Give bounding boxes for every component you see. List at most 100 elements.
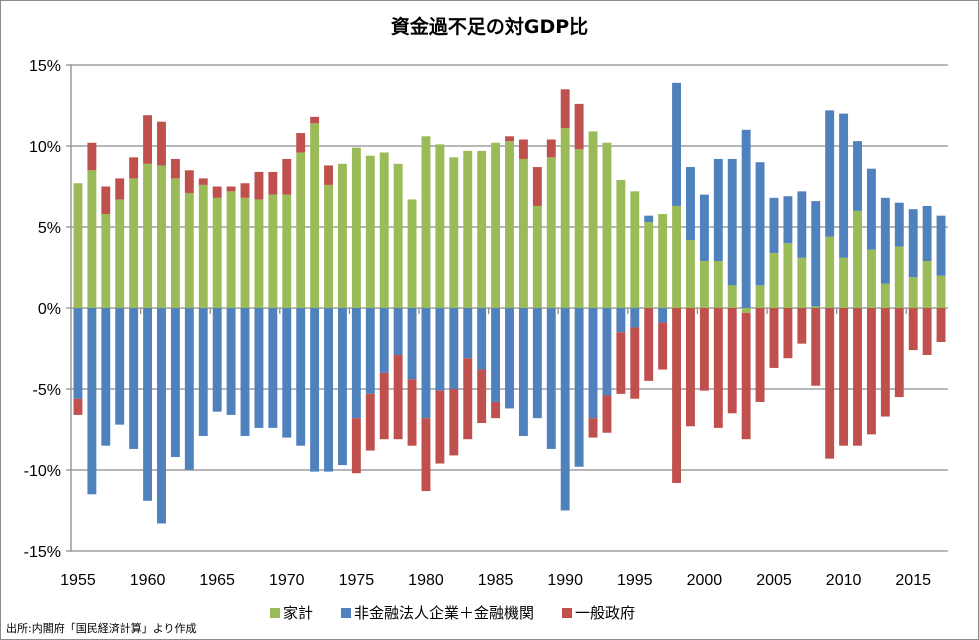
legend-item-corporate: 非金融法人企業＋金融機関 <box>341 602 534 623</box>
bar-segment-2017-s0 <box>936 275 946 308</box>
legend-item-household: 家計 <box>270 602 313 623</box>
bar-segment-2014-s1 <box>894 202 904 247</box>
x-tick-label: 2010 <box>826 572 862 589</box>
bar-segment-2000-s2 <box>699 308 709 391</box>
bar-segment-2005-s0 <box>769 252 779 308</box>
bar-segment-1982-s0 <box>449 157 459 308</box>
bar-segment-1985-s0 <box>491 142 501 308</box>
bar-segment-2008-s0 <box>811 306 821 308</box>
x-tick-label: 1995 <box>617 572 653 589</box>
x-tick-label: 2015 <box>895 572 931 589</box>
bar-segment-1984-s1 <box>477 308 487 370</box>
bar-segment-1990-s2 <box>560 89 570 129</box>
bar-segment-1989-s1 <box>546 308 556 449</box>
bar-segment-2003-s2 <box>741 312 751 440</box>
bar-segment-1955-s0 <box>73 183 83 308</box>
bar-segment-1976-s2 <box>365 393 375 451</box>
bar-segment-1998-s0 <box>672 205 682 308</box>
legend-swatch-corporate <box>341 607 352 618</box>
bar-segment-1961-s2 <box>157 121 166 166</box>
x-tick-label: 1965 <box>199 572 235 589</box>
bar-segment-2001-s1 <box>713 158 723 262</box>
bar-segment-2000-s1 <box>699 194 709 262</box>
bar-segment-2002-s0 <box>727 285 737 308</box>
bar-segment-1982-s2 <box>449 389 459 456</box>
bar-segment-2012-s0 <box>866 249 876 308</box>
bar-segment-1959-s2 <box>129 157 139 179</box>
legend-swatch-government <box>562 607 573 618</box>
y-tick-label: -5% <box>33 382 61 399</box>
bar-segment-1986-s2 <box>505 136 514 142</box>
bar-segment-1987-s0 <box>518 158 528 308</box>
bar-segment-2017-s2 <box>936 308 946 343</box>
y-tick-label: 5% <box>38 220 61 237</box>
bar-segment-1996-s2 <box>644 308 654 381</box>
bar-segment-1969-s2 <box>268 171 278 195</box>
bar-segment-2009-s2 <box>825 308 835 459</box>
bar-segment-1964-s2 <box>198 178 208 185</box>
bar-segment-2004-s1 <box>755 162 765 286</box>
bar-segment-1968-s0 <box>254 199 264 308</box>
bar-segment-1960-s2 <box>143 115 153 164</box>
bar-segment-1995-s1 <box>630 308 640 328</box>
bar-segment-1980-s0 <box>421 136 431 308</box>
bar-segment-2010-s1 <box>839 113 849 258</box>
bar-segment-2002-s1 <box>727 158 737 286</box>
bar-segment-1962-s0 <box>170 178 180 308</box>
bar-segment-1972-s2 <box>310 116 320 124</box>
bar-segment-1978-s1 <box>393 308 403 355</box>
bar-segment-2005-s2 <box>769 308 779 368</box>
bar-segment-2006-s0 <box>783 243 793 308</box>
x-tick-label: 1960 <box>130 572 166 589</box>
bar-segment-1959-s1 <box>129 308 139 449</box>
legend-item-government: 一般政府 <box>562 602 635 623</box>
bar-segment-1989-s2 <box>546 139 556 158</box>
bar-segment-1969-s1 <box>268 308 278 428</box>
bar-segment-1980-s2 <box>421 418 431 492</box>
bar-segment-1967-s2 <box>240 183 250 198</box>
bar-segment-1988-s1 <box>532 308 542 419</box>
bar-segment-1983-s0 <box>463 150 473 308</box>
bar-segment-1975-s0 <box>351 147 361 308</box>
x-tick-label: 1985 <box>478 572 514 589</box>
bar-segment-1958-s0 <box>115 199 125 308</box>
bar-segment-2017-s1 <box>936 215 946 276</box>
bar-segment-2011-s2 <box>853 308 862 446</box>
bar-segment-2003-s1 <box>741 129 751 308</box>
bar-segment-1992-s0 <box>588 131 598 308</box>
bar-segment-1971-s2 <box>296 133 306 153</box>
bar-segment-1967-s1 <box>240 308 250 436</box>
bar-segment-1994-s0 <box>616 180 626 308</box>
bar-segment-1968-s1 <box>254 308 264 428</box>
bar-segment-1963-s2 <box>184 170 194 193</box>
bar-segment-1956-s2 <box>87 142 97 171</box>
bar-segment-1991-s1 <box>574 308 584 467</box>
bar-segment-1973-s0 <box>324 184 333 308</box>
x-tick-label: 2005 <box>756 572 792 589</box>
x-tick-label: 1990 <box>547 572 583 589</box>
bar-segment-1997-s1 <box>658 308 668 323</box>
bar-segment-1987-s1 <box>518 308 528 436</box>
x-tick-label: 1980 <box>408 572 444 589</box>
bar-segment-2008-s2 <box>811 308 821 386</box>
x-tick-label: 1970 <box>269 572 305 589</box>
bar-segment-1992-s1 <box>588 308 598 419</box>
legend-label-household: 家計 <box>283 604 314 622</box>
bar-segment-2015-s2 <box>908 308 918 351</box>
bar-segment-1982-s1 <box>449 308 459 389</box>
bar-segment-1977-s0 <box>379 152 389 308</box>
bar-segment-1967-s0 <box>240 197 250 308</box>
bar-segment-1963-s0 <box>184 192 194 308</box>
bar-segment-1989-s0 <box>546 157 556 308</box>
bar-segment-2013-s1 <box>880 197 890 284</box>
bar-segment-2007-s0 <box>797 257 807 308</box>
bar-segment-1961-s1 <box>157 308 166 524</box>
bar-segment-1966-s1 <box>226 308 236 415</box>
legend-label-corporate: 非金融法人企業＋金融機関 <box>354 604 535 622</box>
bar-segment-2006-s1 <box>783 196 793 244</box>
bar-segment-1995-s2 <box>630 327 640 399</box>
bar-segment-2014-s0 <box>894 246 904 308</box>
bar-segment-1997-s2 <box>658 322 668 370</box>
bar-segment-1975-s2 <box>351 418 361 474</box>
